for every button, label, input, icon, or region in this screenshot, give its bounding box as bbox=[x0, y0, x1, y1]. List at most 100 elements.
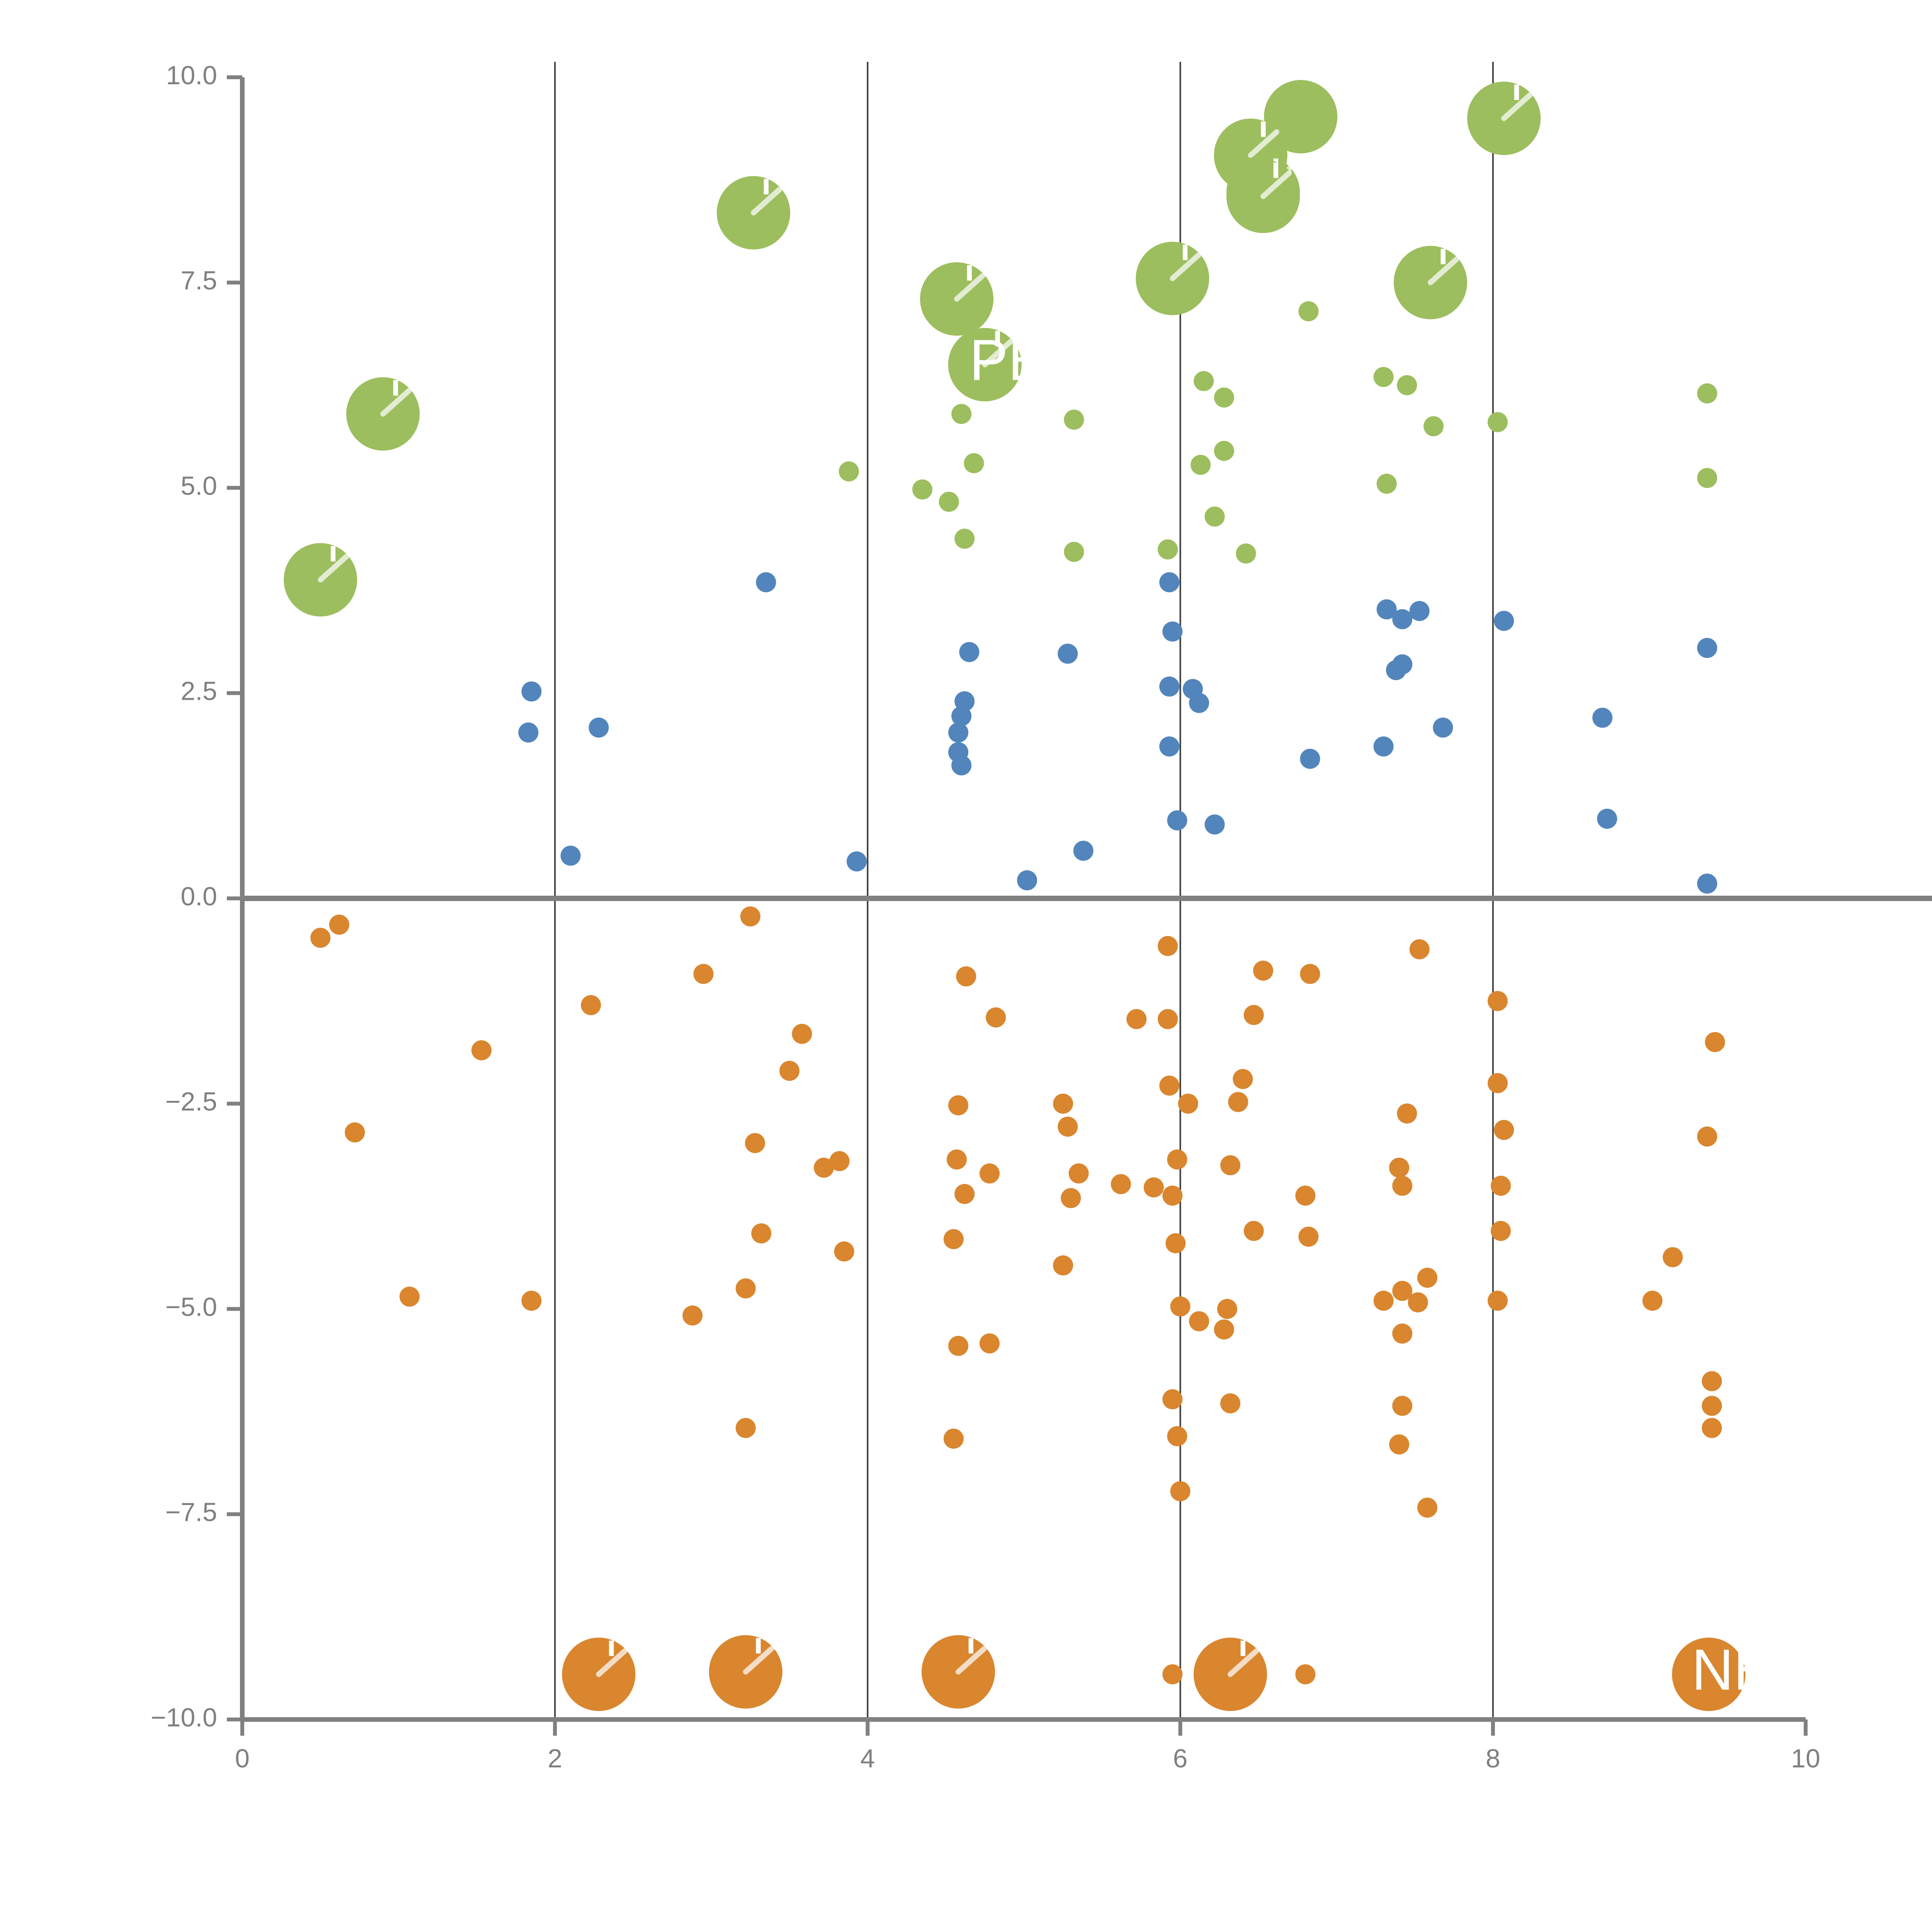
y-tick-label: 5.0 bbox=[180, 471, 217, 500]
data-point-orange bbox=[1702, 1396, 1722, 1416]
data-point-blue bbox=[951, 755, 972, 776]
data-point-orange bbox=[1220, 1393, 1241, 1413]
data-point-green bbox=[1190, 455, 1211, 475]
y-tick-label: −10.0 bbox=[151, 1703, 217, 1732]
data-point-orange bbox=[751, 1223, 772, 1243]
data-point-orange bbox=[1487, 1073, 1508, 1094]
data-point-orange bbox=[1162, 1389, 1183, 1410]
data-point-orange bbox=[1417, 1497, 1437, 1518]
data-point-blue bbox=[1597, 808, 1617, 829]
data-point-orange bbox=[1220, 1155, 1241, 1175]
x-tick-label: 8 bbox=[1486, 1744, 1500, 1773]
data-point-orange bbox=[1487, 991, 1508, 1011]
data-point-orange bbox=[948, 1336, 969, 1356]
data-points-group bbox=[284, 80, 1746, 1711]
y-tick-label: 0.0 bbox=[180, 882, 217, 911]
leader-line bbox=[751, 187, 782, 216]
data-point-orange bbox=[1298, 1226, 1319, 1247]
data-point-orange bbox=[1167, 1149, 1187, 1170]
clipped-label-stub bbox=[764, 179, 769, 195]
data-point-orange bbox=[1494, 1120, 1514, 1140]
data-point-orange bbox=[943, 1429, 964, 1449]
data-point-orange bbox=[1417, 1267, 1437, 1288]
leader-line bbox=[1501, 92, 1533, 121]
y-tick-label: 7.5 bbox=[180, 266, 217, 295]
data-point-green bbox=[954, 529, 975, 549]
data-point-orange bbox=[581, 995, 601, 1015]
data-point-orange bbox=[1243, 1005, 1264, 1025]
clipped-label-stub bbox=[967, 265, 972, 281]
clipped-label-stub bbox=[609, 1640, 614, 1656]
leader-line bbox=[1228, 1648, 1259, 1677]
data-point-blue bbox=[948, 722, 969, 743]
data-point-blue bbox=[1592, 707, 1613, 728]
data-point-green bbox=[1204, 506, 1225, 527]
data-point-orange bbox=[948, 1095, 969, 1116]
annotation-label: NE bbox=[1692, 1637, 1772, 1702]
data-point-blue bbox=[1204, 814, 1225, 835]
leader-line bbox=[954, 273, 986, 302]
data-point-orange bbox=[1642, 1291, 1663, 1311]
data-point-blue bbox=[1697, 873, 1718, 894]
data-point-green bbox=[1487, 412, 1508, 432]
data-point-green bbox=[951, 404, 972, 424]
data-point-green bbox=[1064, 542, 1084, 562]
data-point-orange bbox=[1491, 1221, 1511, 1241]
data-point-blue bbox=[1433, 718, 1453, 738]
y-tick-label: −5.0 bbox=[165, 1292, 217, 1321]
data-point-blue bbox=[1162, 621, 1183, 642]
data-point-orange bbox=[1697, 1126, 1718, 1147]
data-point-green bbox=[1376, 473, 1397, 494]
data-point-orange bbox=[1111, 1174, 1131, 1194]
data-point-orange bbox=[735, 1418, 756, 1438]
data-point-green bbox=[1697, 468, 1718, 488]
data-point-orange bbox=[1158, 936, 1178, 956]
data-point-orange bbox=[471, 1040, 492, 1061]
x-tick-label: 0 bbox=[235, 1744, 250, 1773]
leader-line bbox=[596, 1648, 628, 1677]
clipped-label-stub bbox=[968, 1638, 974, 1654]
data-point-orange bbox=[1705, 1032, 1725, 1052]
data-point-green bbox=[964, 453, 984, 473]
data-point-orange bbox=[1162, 1664, 1183, 1685]
data-point-blue bbox=[1494, 611, 1514, 631]
data-point-orange bbox=[1233, 1069, 1253, 1089]
data-point-orange bbox=[1392, 1281, 1413, 1301]
data-point-blue bbox=[1159, 676, 1180, 697]
data-point-green bbox=[1423, 416, 1444, 437]
data-point-orange bbox=[1228, 1092, 1248, 1112]
data-point-green bbox=[1697, 383, 1718, 404]
y-tick-label: −7.5 bbox=[165, 1498, 217, 1527]
y-tick-label: 2.5 bbox=[180, 677, 217, 706]
data-point-blue bbox=[1373, 736, 1394, 757]
data-point-orange bbox=[399, 1286, 420, 1307]
data-point-orange bbox=[1397, 1103, 1417, 1124]
leader-line bbox=[743, 1646, 775, 1675]
data-point-orange bbox=[1053, 1094, 1073, 1114]
data-point-orange bbox=[956, 966, 976, 986]
leader-line bbox=[380, 388, 412, 417]
data-point-orange bbox=[1189, 1311, 1209, 1332]
data-point-blue bbox=[1697, 638, 1718, 658]
x-tick-label: 4 bbox=[860, 1744, 875, 1773]
data-point-orange bbox=[1702, 1371, 1722, 1391]
clipped-label-stub bbox=[1273, 162, 1278, 178]
data-point-blue bbox=[1159, 572, 1180, 592]
data-point-green bbox=[939, 492, 959, 512]
leader-line bbox=[318, 554, 349, 583]
data-point-blue bbox=[1300, 748, 1320, 769]
data-point-blue bbox=[1386, 660, 1406, 680]
data-point-orange bbox=[947, 1149, 967, 1170]
gridlines-group bbox=[554, 62, 1494, 1719]
data-point-blue bbox=[1017, 870, 1037, 891]
data-point-orange bbox=[1389, 1158, 1410, 1178]
clipped-label-stub bbox=[1261, 121, 1266, 137]
data-point-green bbox=[1373, 367, 1394, 387]
data-point-blue bbox=[1409, 601, 1430, 621]
data-point-orange bbox=[1409, 939, 1430, 959]
data-point-orange bbox=[1408, 1292, 1428, 1313]
clipped-label-stub bbox=[393, 380, 398, 396]
clipped-label-stub bbox=[756, 1638, 761, 1654]
data-point-orange bbox=[1295, 1185, 1316, 1206]
data-point-orange bbox=[943, 1229, 964, 1249]
